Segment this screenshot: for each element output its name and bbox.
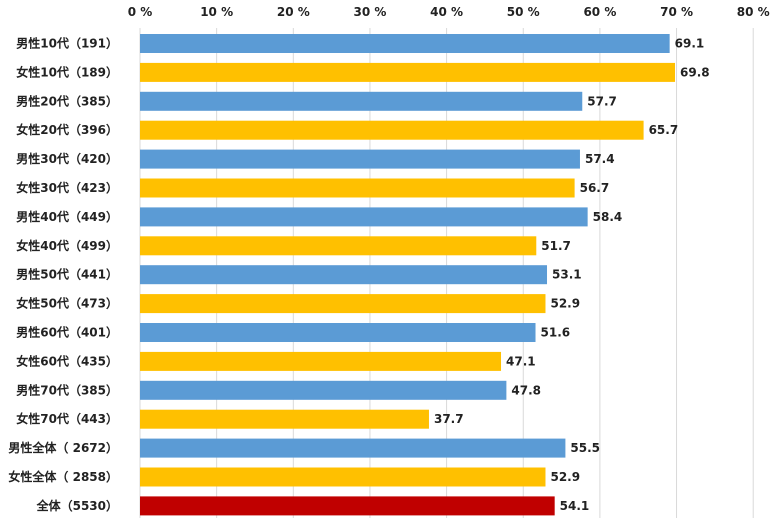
category-label: 男性40代（449） [16,209,118,224]
category-label: 全体（5530） [36,498,118,513]
x-tick-label: 20 % [277,5,310,19]
data-label: 69.8 [680,65,710,79]
bar [140,34,670,53]
bar [140,265,548,285]
data-label: 58.4 [593,210,623,224]
category-label: 男性全体（ 2672） [8,440,118,455]
bar [140,62,676,82]
data-label: 65.7 [649,123,679,137]
category-label: 男性10代（191） [16,36,118,51]
category-label: 女性70代（443） [16,411,118,426]
x-tick-label: 10 % [200,5,233,19]
data-label: 37.7 [434,412,464,426]
category-label: 男性60代（401） [16,325,118,340]
x-tick-label: 70 % [660,5,693,19]
data-label: 69.1 [675,37,705,51]
bar [140,294,546,314]
data-label: 53.1 [552,268,582,282]
category-label: 女性60代（435） [16,353,118,368]
x-tick-label: 60 % [583,5,616,19]
bar [140,496,555,516]
category-label: 男性70代（385） [16,382,118,397]
data-label: 52.9 [550,297,580,311]
bar [140,207,588,227]
data-label: 51.6 [541,326,571,340]
category-label: 女性20代（396） [16,122,118,137]
data-label: 51.7 [541,239,571,253]
bar [140,236,537,256]
bar [140,409,429,429]
x-tick-label: 40 % [430,5,463,19]
bar [140,120,644,140]
x-tick-label: 50 % [507,5,540,19]
data-label: 47.1 [506,354,536,368]
category-label: 女性40代（499） [16,238,118,253]
category-label: 女性50代（473） [16,296,118,311]
data-label: 57.4 [585,152,615,166]
category-label: 女性30代（423） [16,180,118,195]
x-tick-label: 80 % [737,5,770,19]
bar [140,351,502,371]
x-tick-label: 0 % [128,5,153,19]
category-label: 女性10代（189） [16,64,118,79]
x-tick-label: 30 % [353,5,386,19]
bar [140,380,507,400]
category-label: 男性50代（441） [16,267,118,282]
data-label: 47.8 [511,383,541,397]
bar [140,467,546,487]
category-label: 女性全体（ 2858） [8,469,118,484]
data-label: 56.7 [580,181,610,195]
data-label: 55.5 [570,441,600,455]
bar [140,323,536,342]
data-label: 57.7 [587,94,617,108]
bar [140,149,580,169]
category-label: 男性30代（420） [16,151,118,166]
bar [140,178,575,198]
bar [140,438,566,458]
category-label: 男性20代（385） [16,93,118,108]
data-label: 52.9 [550,470,580,484]
bar [140,91,583,111]
data-label: 54.1 [560,499,590,513]
